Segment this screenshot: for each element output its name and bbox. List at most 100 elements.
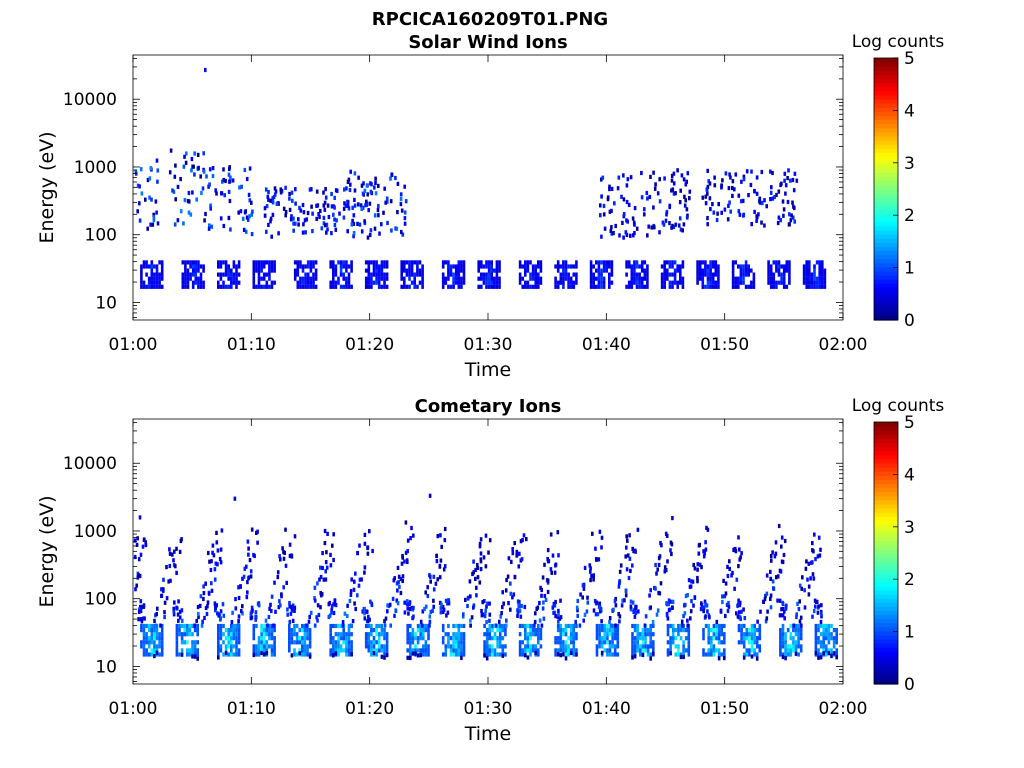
data-cell xyxy=(554,648,557,653)
data-cell xyxy=(476,575,480,580)
data-cell xyxy=(439,610,443,615)
data-cell xyxy=(270,652,274,657)
data-cell xyxy=(183,640,186,645)
colorbar-swatch xyxy=(874,197,898,202)
data-cell xyxy=(367,648,371,653)
data-cell xyxy=(707,623,710,629)
data-cell xyxy=(818,553,822,558)
data-cell xyxy=(784,183,788,188)
data-cell xyxy=(818,280,821,285)
data-cell xyxy=(504,632,507,637)
data-cell xyxy=(435,559,439,564)
data-cell xyxy=(531,648,535,653)
data-cell xyxy=(354,571,357,576)
data-cell xyxy=(175,636,179,641)
data-cell xyxy=(183,623,186,629)
data-cell xyxy=(501,590,504,595)
data-cell xyxy=(737,264,740,269)
data-cell xyxy=(257,648,261,653)
data-cell xyxy=(217,628,220,633)
data-cell xyxy=(614,623,617,628)
data-cell xyxy=(610,272,614,277)
data-cell xyxy=(791,215,795,220)
data-cell xyxy=(752,284,756,289)
data-cell xyxy=(784,606,788,611)
data-cell xyxy=(230,636,233,641)
data-cell xyxy=(145,623,148,629)
data-cell xyxy=(333,601,337,606)
data-cell xyxy=(330,191,333,197)
data-cell xyxy=(197,268,200,273)
data-cell xyxy=(825,628,828,633)
data-cell xyxy=(781,623,785,629)
data-cell xyxy=(314,272,318,277)
colorbar-swatch xyxy=(874,557,898,562)
data-cell xyxy=(324,195,328,200)
data-cell xyxy=(332,272,335,277)
data-cell xyxy=(742,640,746,645)
data-cell xyxy=(337,276,340,281)
data-cell xyxy=(412,614,415,619)
data-cell xyxy=(423,606,426,612)
data-cell xyxy=(341,620,345,625)
data-cell xyxy=(394,608,397,613)
data-cell xyxy=(817,655,820,660)
data-cell xyxy=(350,284,353,289)
data-cell xyxy=(562,260,565,265)
colorbar-swatch xyxy=(874,622,898,628)
data-cell xyxy=(406,628,409,633)
data-cell xyxy=(786,628,790,633)
colorbar-swatch xyxy=(874,62,898,67)
data-cell xyxy=(740,609,743,614)
data-cell xyxy=(613,201,616,206)
data-cell xyxy=(294,221,297,226)
data-cell xyxy=(490,280,493,285)
data-cell xyxy=(155,636,159,641)
data-cell xyxy=(416,264,419,269)
data-cell xyxy=(367,284,371,289)
data-cell xyxy=(636,623,639,629)
data-cell xyxy=(704,623,708,629)
data-cell xyxy=(237,280,241,285)
data-cell xyxy=(534,284,537,289)
data-cell xyxy=(243,566,247,571)
data-cell xyxy=(835,652,838,657)
data-cell xyxy=(466,595,470,600)
data-cell xyxy=(805,268,808,273)
data-cell xyxy=(736,614,740,619)
data-cell xyxy=(817,652,820,657)
data-cell xyxy=(217,644,220,649)
data-cell xyxy=(401,578,404,584)
data-cell xyxy=(600,636,604,641)
data-cell xyxy=(638,264,641,269)
data-cell xyxy=(822,628,825,633)
data-cell xyxy=(406,636,409,641)
data-cell xyxy=(265,628,269,633)
data-cell xyxy=(608,284,611,289)
data-cell xyxy=(424,652,428,657)
data-cell xyxy=(631,623,634,629)
data-cell xyxy=(222,272,225,277)
data-cell xyxy=(136,209,139,214)
data-cell xyxy=(186,280,190,285)
data-cell xyxy=(143,537,146,542)
data-cell xyxy=(529,623,532,629)
colorbar-swatch xyxy=(874,234,898,239)
data-cell xyxy=(635,276,639,281)
data-cell xyxy=(653,186,657,191)
data-cell xyxy=(254,617,257,622)
data-cell xyxy=(227,640,230,645)
data-cell xyxy=(441,276,445,281)
data-cell xyxy=(554,613,557,619)
data-cell xyxy=(537,640,540,645)
data-cell xyxy=(769,197,772,202)
data-cell xyxy=(592,577,595,582)
data-cell xyxy=(665,212,668,217)
data-cell xyxy=(638,280,641,285)
data-cell xyxy=(219,636,223,641)
data-cell xyxy=(658,554,662,559)
data-cell xyxy=(316,581,319,586)
data-cell xyxy=(482,280,486,285)
data-cell xyxy=(681,284,685,289)
data-cell xyxy=(194,276,198,281)
